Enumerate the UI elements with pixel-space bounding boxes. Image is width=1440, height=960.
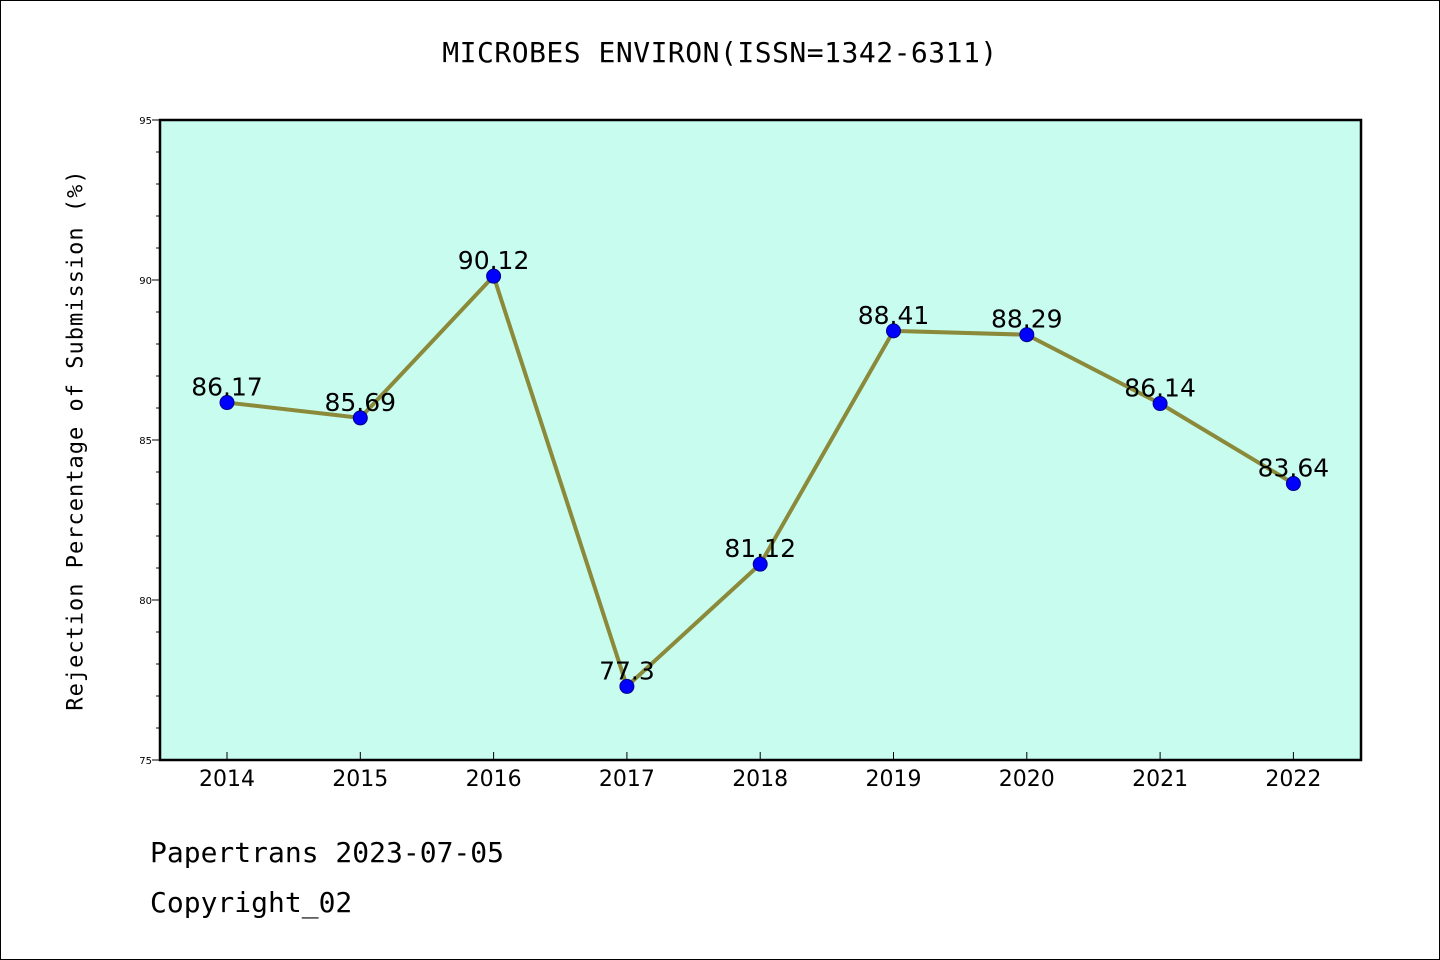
data-point <box>886 323 901 339</box>
data-labels-layer: 86.17 85.69 90.12 77.3 81.12 88.41 88.29 86.14 8… <box>191 246 1329 685</box>
footer-line-2: Copyright_02 <box>150 886 353 919</box>
footer-line-1: Papertrans 2023-07-05 <box>150 836 505 869</box>
data-label: 83.64 <box>1258 454 1330 483</box>
data-label: 86.14 <box>1124 374 1196 403</box>
data-point <box>486 268 502 284</box>
data-label: 77.3 <box>599 656 655 685</box>
data-point <box>219 395 235 411</box>
data-label: 88.29 <box>991 305 1063 334</box>
plot-area <box>158 118 1363 762</box>
x-tick-label: 2020 <box>999 767 1055 792</box>
y-tick-label: 85 <box>139 436 152 447</box>
data-point <box>1019 327 1035 343</box>
data-label: 88.41 <box>858 301 930 330</box>
y-axis: 75 80 85 90 95 <box>139 116 160 767</box>
data-point <box>1152 396 1168 412</box>
data-label: 81.12 <box>724 534 796 563</box>
x-tick-label: 2021 <box>1132 767 1188 792</box>
x-axis: 2014 2015 2016 2017 2018 2019 2020 2021 2022 <box>199 752 1321 792</box>
data-point <box>752 556 768 572</box>
data-point <box>619 678 635 694</box>
chart-title: MICROBES ENVIRON(ISSN=1342-6311) <box>442 36 998 69</box>
data-point <box>1285 476 1301 492</box>
x-tick-label: 2015 <box>332 767 388 792</box>
data-label: 86.17 <box>191 373 263 402</box>
data-label: 90.12 <box>458 246 530 275</box>
data-point <box>352 410 368 426</box>
series-layer <box>219 268 1301 694</box>
x-tick-label: 2017 <box>599 767 655 792</box>
x-tick-label: 2022 <box>1265 767 1321 792</box>
y-tick-label: 75 <box>139 756 152 767</box>
y-tick-label: 90 <box>139 276 152 287</box>
data-label: 85.69 <box>325 388 397 417</box>
x-tick-label: 2019 <box>866 767 922 792</box>
x-tick-label: 2014 <box>199 767 255 792</box>
x-tick-label: 2018 <box>732 767 788 792</box>
x-tick-label: 2016 <box>466 767 522 792</box>
y-tick-label: 80 <box>139 596 152 607</box>
y-tick-label: 95 <box>139 116 152 127</box>
